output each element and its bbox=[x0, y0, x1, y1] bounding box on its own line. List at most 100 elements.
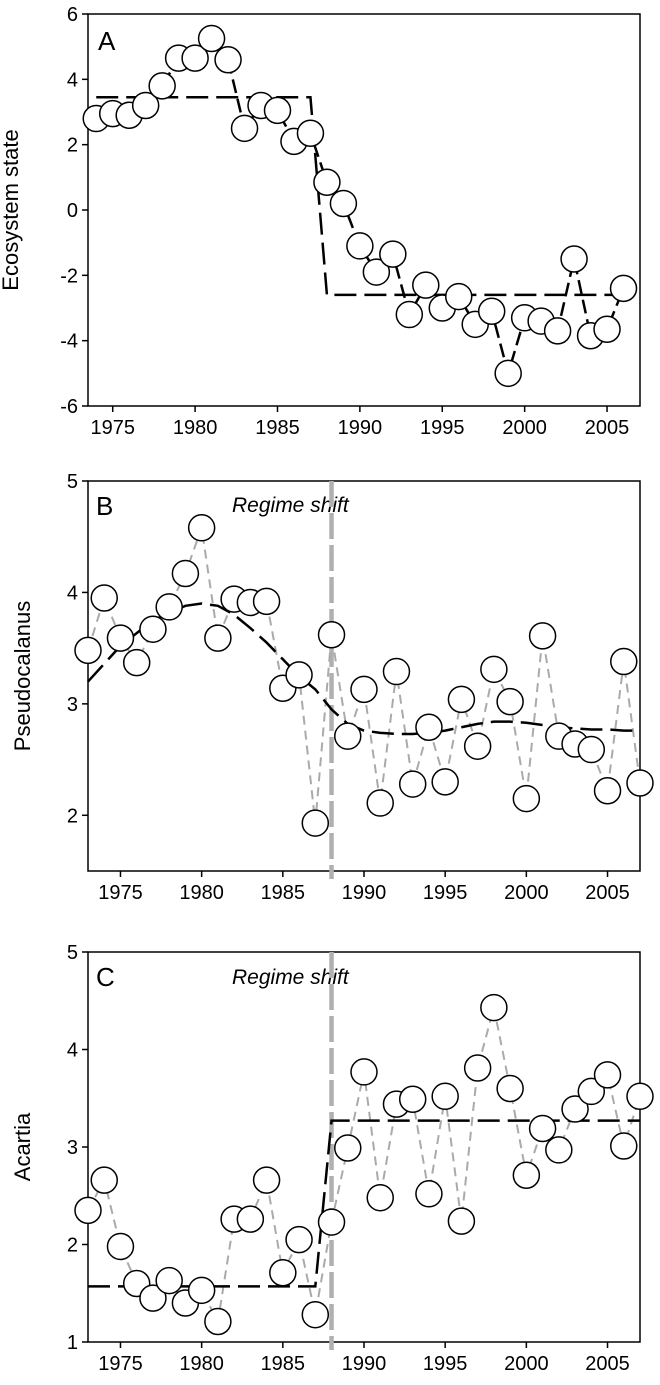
panel-label: B bbox=[96, 491, 113, 521]
data-point bbox=[382, 657, 411, 686]
x-tick-label: 1975 bbox=[90, 417, 135, 439]
y-tick-label: 6 bbox=[67, 4, 78, 26]
data-point bbox=[252, 587, 281, 616]
data-point bbox=[252, 1166, 281, 1194]
data-point bbox=[350, 675, 378, 704]
x-tick-label: 1985 bbox=[255, 417, 300, 439]
y-tick-label: 3 bbox=[67, 1137, 78, 1159]
data-point bbox=[477, 297, 506, 326]
data-point bbox=[204, 1307, 232, 1336]
data-point bbox=[350, 1058, 378, 1086]
data-point bbox=[313, 168, 341, 196]
data-point bbox=[139, 1284, 167, 1312]
data-point bbox=[463, 1054, 492, 1082]
y-tick-label: 4 bbox=[67, 1040, 78, 1062]
data-point bbox=[263, 96, 292, 125]
data-point bbox=[334, 722, 362, 750]
x-tick-label: 1980 bbox=[179, 1353, 224, 1375]
panel-label: A bbox=[98, 26, 116, 56]
data-point bbox=[528, 1114, 557, 1143]
y-axis-title: Ecosystem state bbox=[0, 129, 23, 290]
x-tick-label: 1995 bbox=[423, 882, 468, 904]
data-point bbox=[512, 1161, 541, 1190]
data-point bbox=[395, 300, 424, 329]
data-point bbox=[447, 1207, 476, 1235]
x-tick-label: 1990 bbox=[338, 417, 383, 439]
data-point bbox=[512, 784, 541, 813]
x-tick-label: 1980 bbox=[173, 417, 218, 439]
data-point bbox=[480, 993, 508, 1022]
y-tick-label: -4 bbox=[60, 331, 78, 353]
data-point bbox=[496, 1074, 524, 1103]
data-point bbox=[362, 258, 391, 286]
x-tick-label: 1985 bbox=[261, 882, 306, 904]
y-tick-label: 1 bbox=[67, 1332, 78, 1354]
data-point bbox=[74, 636, 102, 665]
x-tick-label: 1985 bbox=[261, 1353, 306, 1375]
data-point bbox=[366, 789, 394, 817]
axes-layer: 1975 1980 1985 1990 1995 2000 2005 2 3 4 5 bbox=[67, 471, 630, 904]
data-point bbox=[609, 274, 638, 303]
y-tick-label: 2 bbox=[67, 805, 78, 827]
data-point bbox=[463, 732, 492, 760]
data-point bbox=[444, 282, 473, 311]
data-point bbox=[155, 1266, 183, 1295]
data-point bbox=[577, 1077, 606, 1106]
data-point bbox=[543, 317, 572, 345]
x-tick-label: 2005 bbox=[585, 1353, 630, 1375]
data-point bbox=[626, 769, 654, 797]
y-tick-label: 5 bbox=[67, 471, 78, 493]
y-tick-label: -6 bbox=[60, 396, 78, 418]
data-point bbox=[379, 240, 407, 268]
data-point bbox=[398, 1085, 427, 1113]
data-point bbox=[155, 593, 183, 621]
data-point bbox=[561, 1095, 589, 1123]
data-point bbox=[560, 245, 588, 273]
data-point bbox=[431, 768, 459, 796]
data-point bbox=[230, 114, 259, 143]
x-tick-label: 2005 bbox=[585, 417, 630, 439]
data-point bbox=[528, 622, 557, 650]
data-point bbox=[106, 1232, 135, 1261]
data-point bbox=[398, 770, 427, 798]
x-tick-label: 1995 bbox=[420, 417, 465, 439]
regime-mean-step-line bbox=[96, 96, 624, 297]
x-tick-label: 1990 bbox=[342, 882, 387, 904]
y-axis-title: Acartia bbox=[10, 1112, 35, 1181]
regime-shift-annotation: Regime shift bbox=[232, 966, 350, 989]
data-point bbox=[181, 44, 209, 72]
y-tick-label: 2 bbox=[67, 135, 78, 157]
data-point bbox=[204, 624, 232, 652]
x-tick-label: 1975 bbox=[98, 1353, 143, 1375]
y-tick-label: -2 bbox=[60, 265, 78, 287]
regime-shift-annotation: Regime shift bbox=[232, 494, 350, 517]
x-tick-label: 2000 bbox=[502, 417, 547, 439]
x-tick-label: 1990 bbox=[342, 1353, 387, 1375]
data-point bbox=[236, 1205, 265, 1233]
x-tick-label: 2000 bbox=[504, 882, 549, 904]
data-point bbox=[301, 1300, 330, 1329]
data-point bbox=[171, 559, 200, 588]
plot-frame bbox=[87, 13, 641, 407]
data-point bbox=[329, 189, 358, 218]
data-point bbox=[301, 809, 330, 837]
panel-label: C bbox=[96, 962, 115, 992]
y-tick-label: 3 bbox=[67, 694, 78, 716]
data-point bbox=[431, 1082, 459, 1111]
data-point bbox=[148, 72, 176, 100]
data-point bbox=[415, 1180, 443, 1208]
data-point bbox=[593, 777, 622, 805]
data-point bbox=[214, 45, 242, 74]
data-point bbox=[131, 91, 160, 120]
axes-layer: 1975 1980 1985 1990 1995 2000 2005 1 2 3 4 5 bbox=[67, 942, 630, 1375]
data-point bbox=[480, 655, 508, 684]
data-point bbox=[577, 735, 606, 764]
y-tick-label: 4 bbox=[67, 582, 78, 604]
data-point bbox=[269, 1259, 297, 1287]
data-point bbox=[285, 661, 313, 689]
data-point bbox=[412, 271, 440, 299]
data-point bbox=[285, 1225, 313, 1254]
x-tick-label: 1995 bbox=[423, 1353, 468, 1375]
x-tick-label: 1975 bbox=[98, 882, 143, 904]
data-point bbox=[122, 648, 151, 677]
